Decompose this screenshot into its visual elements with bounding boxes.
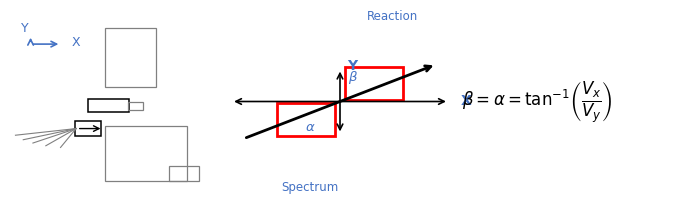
Bar (345, 68, 403, 100)
Bar (88, 100, 129, 112)
Bar (105, 126, 187, 182)
Bar (75, 121, 101, 137)
Text: Y: Y (347, 58, 357, 72)
Text: X: X (461, 93, 472, 107)
Text: Reaction: Reaction (367, 10, 418, 23)
Text: $\alpha$: $\alpha$ (305, 120, 316, 133)
Text: Spectrum: Spectrum (281, 180, 338, 193)
Text: $\beta = \alpha = \tan^{-1}\!\left(\dfrac{V_x}{V_y}\right)$: $\beta = \alpha = \tan^{-1}\!\left(\dfra… (462, 79, 613, 125)
Text: $\beta$: $\beta$ (348, 69, 358, 86)
Text: Y: Y (21, 22, 29, 35)
Text: X: X (72, 35, 80, 48)
Bar (128, 102, 143, 111)
Bar (277, 104, 335, 136)
Bar (169, 166, 199, 182)
Bar (105, 29, 156, 88)
